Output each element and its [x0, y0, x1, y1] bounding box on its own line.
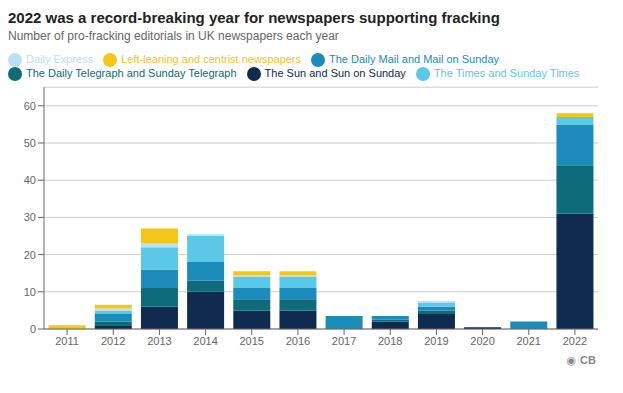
svg-text:2017: 2017	[332, 335, 356, 347]
html-text:The Times and Sunday Times: The Times and Sunday Times	[433, 67, 580, 80]
svg-text:2016: 2016	[286, 335, 310, 347]
svg-text:0: 0	[30, 323, 36, 335]
svg-text:2021: 2021	[517, 335, 541, 347]
html-text:Left-leaning and centrist news: Left-leaning and centrist newspapers	[121, 53, 301, 65]
svg-text:50: 50	[24, 137, 36, 149]
svg-text:2011: 2011	[55, 335, 79, 347]
svg-text:2018: 2018	[378, 335, 402, 347]
svg-text:60: 60	[24, 100, 36, 112]
svg-text:2013: 2013	[147, 335, 171, 347]
svg-text:40: 40	[24, 174, 36, 186]
html-text:The Sun and Sun on Sunday: The Sun and Sun on Sunday	[264, 67, 406, 80]
svg-text:2022: 2022	[563, 335, 587, 347]
svg-text:2012: 2012	[101, 335, 125, 347]
html-text:◉ CB: ◉ CB	[566, 354, 596, 366]
svg-text:2019: 2019	[424, 335, 448, 347]
svg-text:2015: 2015	[240, 335, 264, 347]
html-text:Daily Express: Daily Express	[26, 53, 94, 65]
svg-text:10: 10	[24, 286, 36, 298]
svg-text:30: 30	[24, 211, 36, 223]
html-text:2022 was a record-breaking yea: 2022 was a record-breaking year for news…	[8, 9, 500, 26]
html-text:Number of pro-fracking editori: Number of pro-fracking editorials in UK …	[8, 29, 339, 43]
svg-text:2014: 2014	[193, 335, 217, 347]
html-text:The Daily Mail and Mail on Sun: The Daily Mail and Mail on Sunday	[329, 53, 499, 65]
svg-text:20: 20	[24, 249, 36, 261]
svg-text:2020: 2020	[470, 335, 494, 347]
html-text:The Daily Telegraph and Sunday: The Daily Telegraph and Sunday Telegraph	[26, 67, 237, 80]
